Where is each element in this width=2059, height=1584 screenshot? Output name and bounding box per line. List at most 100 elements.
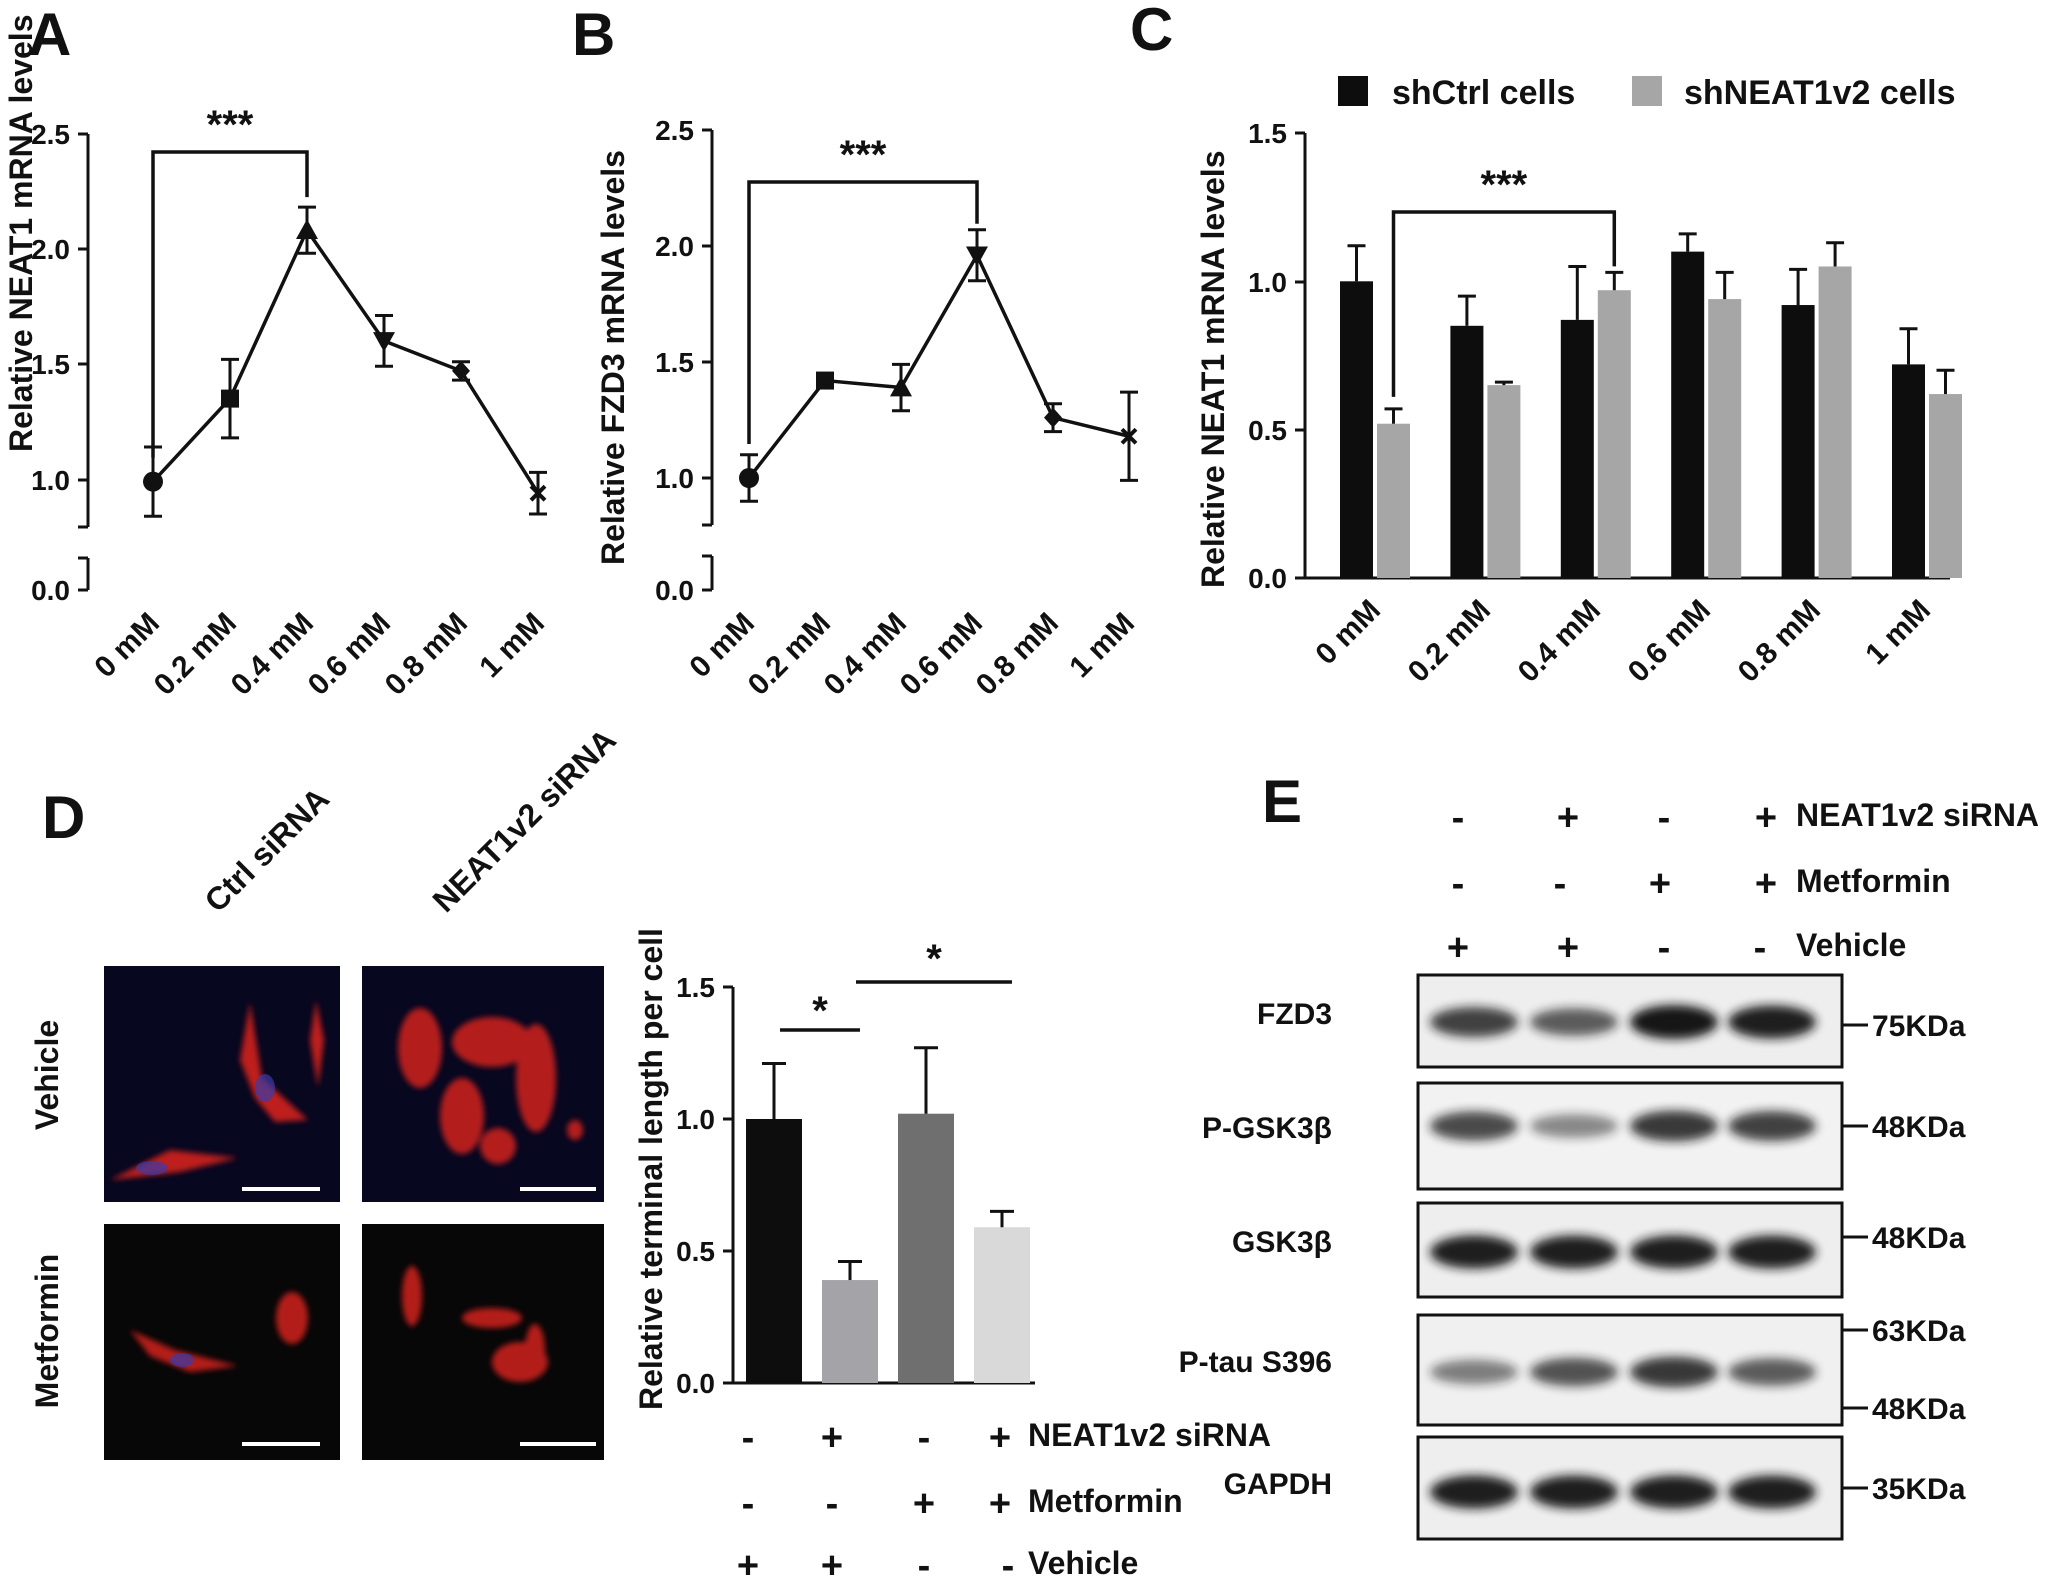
treatment-sign: + — [737, 1545, 759, 1584]
y-tick-label: 1.5 — [676, 972, 715, 1003]
y-tick-label: 1.0 — [31, 465, 70, 496]
blot-band — [1728, 1111, 1816, 1141]
treatment-sign: + — [913, 1483, 935, 1525]
blot-label: FZD3 — [1257, 998, 1332, 1031]
treatment-sign: - — [742, 1417, 755, 1459]
x-tick-label: 0.8 mM — [379, 607, 474, 702]
treatment-sign: - — [1002, 1545, 1015, 1584]
y-tick-labels: 0.0 0.5 1.0 1.5 — [1248, 118, 1287, 594]
treatment-sign: + — [821, 1417, 843, 1459]
blot-band — [1728, 1235, 1816, 1269]
bar — [1818, 266, 1852, 578]
treatment-sign: - — [1452, 863, 1465, 905]
blot-gapdh: GAPDH 35KDa — [1224, 1435, 1966, 1541]
y-tick-label: 1.0 — [655, 463, 694, 494]
bar — [1450, 325, 1484, 578]
blot-label: GAPDH — [1224, 1468, 1332, 1501]
mw-marker: 63KDa — [1872, 1315, 1966, 1348]
treatment-sign: - — [1658, 797, 1671, 839]
treatment-sign: - — [1754, 927, 1767, 969]
bar — [974, 1227, 1030, 1383]
legend-swatch — [1338, 76, 1368, 106]
y-tick-label: 1.5 — [1248, 118, 1287, 149]
bar — [1929, 394, 1962, 578]
plot-area: *** — [739, 133, 1138, 503]
data-point — [1044, 407, 1062, 428]
treatment-label: Metformin — [1796, 863, 1951, 899]
bar — [822, 1280, 878, 1383]
row-label-metformin: Metformin — [29, 1254, 65, 1409]
x-tick-labels: 0 mM 0.2 mM 0.4 mM 0.6 mM 0.8 mM 1 mM — [1309, 594, 1937, 689]
significance-label: *** — [207, 103, 254, 147]
x-tick-label: 0.6 mM — [302, 607, 397, 702]
data-point — [221, 389, 239, 408]
treatment-sign: + — [1755, 863, 1777, 905]
panel-e: E - + - + NEAT1v2 siRNA - - + + Metformi… — [1179, 768, 2039, 1541]
y-tick-labels: 0.0 1.0 1.5 2.0 2.5 — [655, 115, 694, 606]
data-point — [739, 468, 759, 488]
blot-band — [1630, 1475, 1718, 1509]
data-point — [1120, 427, 1138, 445]
microscopy-image-metformin-ctrl — [104, 1224, 340, 1460]
panel-d: D Ctrl siRNA NEAT1v2 siRNA Vehicle Metfo… — [29, 722, 1271, 1584]
blot-label: P-GSK3β — [1202, 1112, 1332, 1145]
blot-gsk3b: GSK3β 48KDa — [1232, 1201, 1966, 1299]
y-axis-label: Relative NEAT1 mRNA levels — [3, 15, 39, 453]
blot-band — [1430, 1475, 1518, 1509]
significance-bracket — [747, 180, 979, 444]
x-tick-label: 1 mM — [473, 607, 551, 685]
panel-b: B Relative FZD3 mRNA levels 0.0 1.0 1.5 … — [572, 1, 1141, 702]
y-tick-label: 2.0 — [31, 234, 70, 265]
mw-marker: 48KDa — [1872, 1393, 1966, 1426]
blot-band — [1430, 1359, 1518, 1385]
x-tick-label: 0.6 mM — [894, 607, 989, 702]
blot-band — [1430, 1235, 1518, 1269]
y-tick-labels: 0.0 0.5 1.0 1.5 — [676, 972, 715, 1399]
bar — [1340, 281, 1373, 578]
blot-band — [1728, 1005, 1816, 1039]
x-tick-labels: 0 mM 0.2 mM 0.4 mM 0.6 mM 0.8 mM 1 mM — [683, 607, 1141, 702]
blot-band — [1630, 1110, 1718, 1142]
treatment-sign: - — [1452, 797, 1465, 839]
significance-label: *** — [840, 133, 887, 177]
treatment-label: NEAT1v2 siRNA — [1028, 1417, 1271, 1453]
significance-bracket — [151, 150, 309, 458]
x-tick-label: 1 mM — [1063, 607, 1141, 685]
band-lane-group — [1430, 1356, 1816, 1388]
y-tick-label: 0.0 — [655, 575, 694, 606]
treatment-sign: - — [918, 1545, 931, 1584]
y-tick-label: 2.0 — [655, 231, 694, 262]
band-lane-group — [1430, 1235, 1816, 1269]
blot-label: P-tau S396 — [1179, 1346, 1332, 1379]
row-label-vehicle: Vehicle — [29, 1020, 65, 1130]
treatment-sign: - — [826, 1483, 839, 1525]
bar — [1781, 305, 1815, 578]
y-tick-label: 0.5 — [1248, 415, 1287, 446]
data-point — [143, 471, 163, 492]
blot-band — [1530, 1114, 1618, 1138]
bar — [1708, 299, 1742, 578]
blot-band — [1728, 1475, 1816, 1509]
treatment-sign: - — [1554, 863, 1567, 905]
significance-label: * — [926, 937, 942, 981]
y-tick-label: 1.0 — [676, 1104, 715, 1135]
blot-label: GSK3β — [1232, 1226, 1332, 1259]
x-tick-label: 0.2 mM — [742, 607, 837, 702]
mw-marker: 75KDa — [1872, 1010, 1966, 1043]
x-tick-label: 0 mM — [1309, 594, 1387, 672]
x-tick-label: 0.4 mM — [818, 607, 913, 702]
microscopy-image-vehicle-ctrl — [104, 966, 340, 1202]
blot-band — [1530, 1357, 1618, 1387]
y-axis-label: Relative NEAT1 mRNA levels — [1195, 151, 1231, 589]
data-point — [816, 371, 834, 390]
treatment-sign: - — [1658, 927, 1671, 969]
blot-band — [1630, 1356, 1718, 1388]
data-point — [529, 484, 547, 502]
panel-label-a: A — [28, 1, 71, 68]
panel-c: C shCtrl cells shNEAT1v2 cells Relative … — [1130, 0, 1962, 689]
blot-band — [1630, 1235, 1718, 1269]
bar — [898, 1113, 954, 1383]
treatment-sign: + — [989, 1417, 1011, 1459]
data-point — [890, 376, 912, 397]
